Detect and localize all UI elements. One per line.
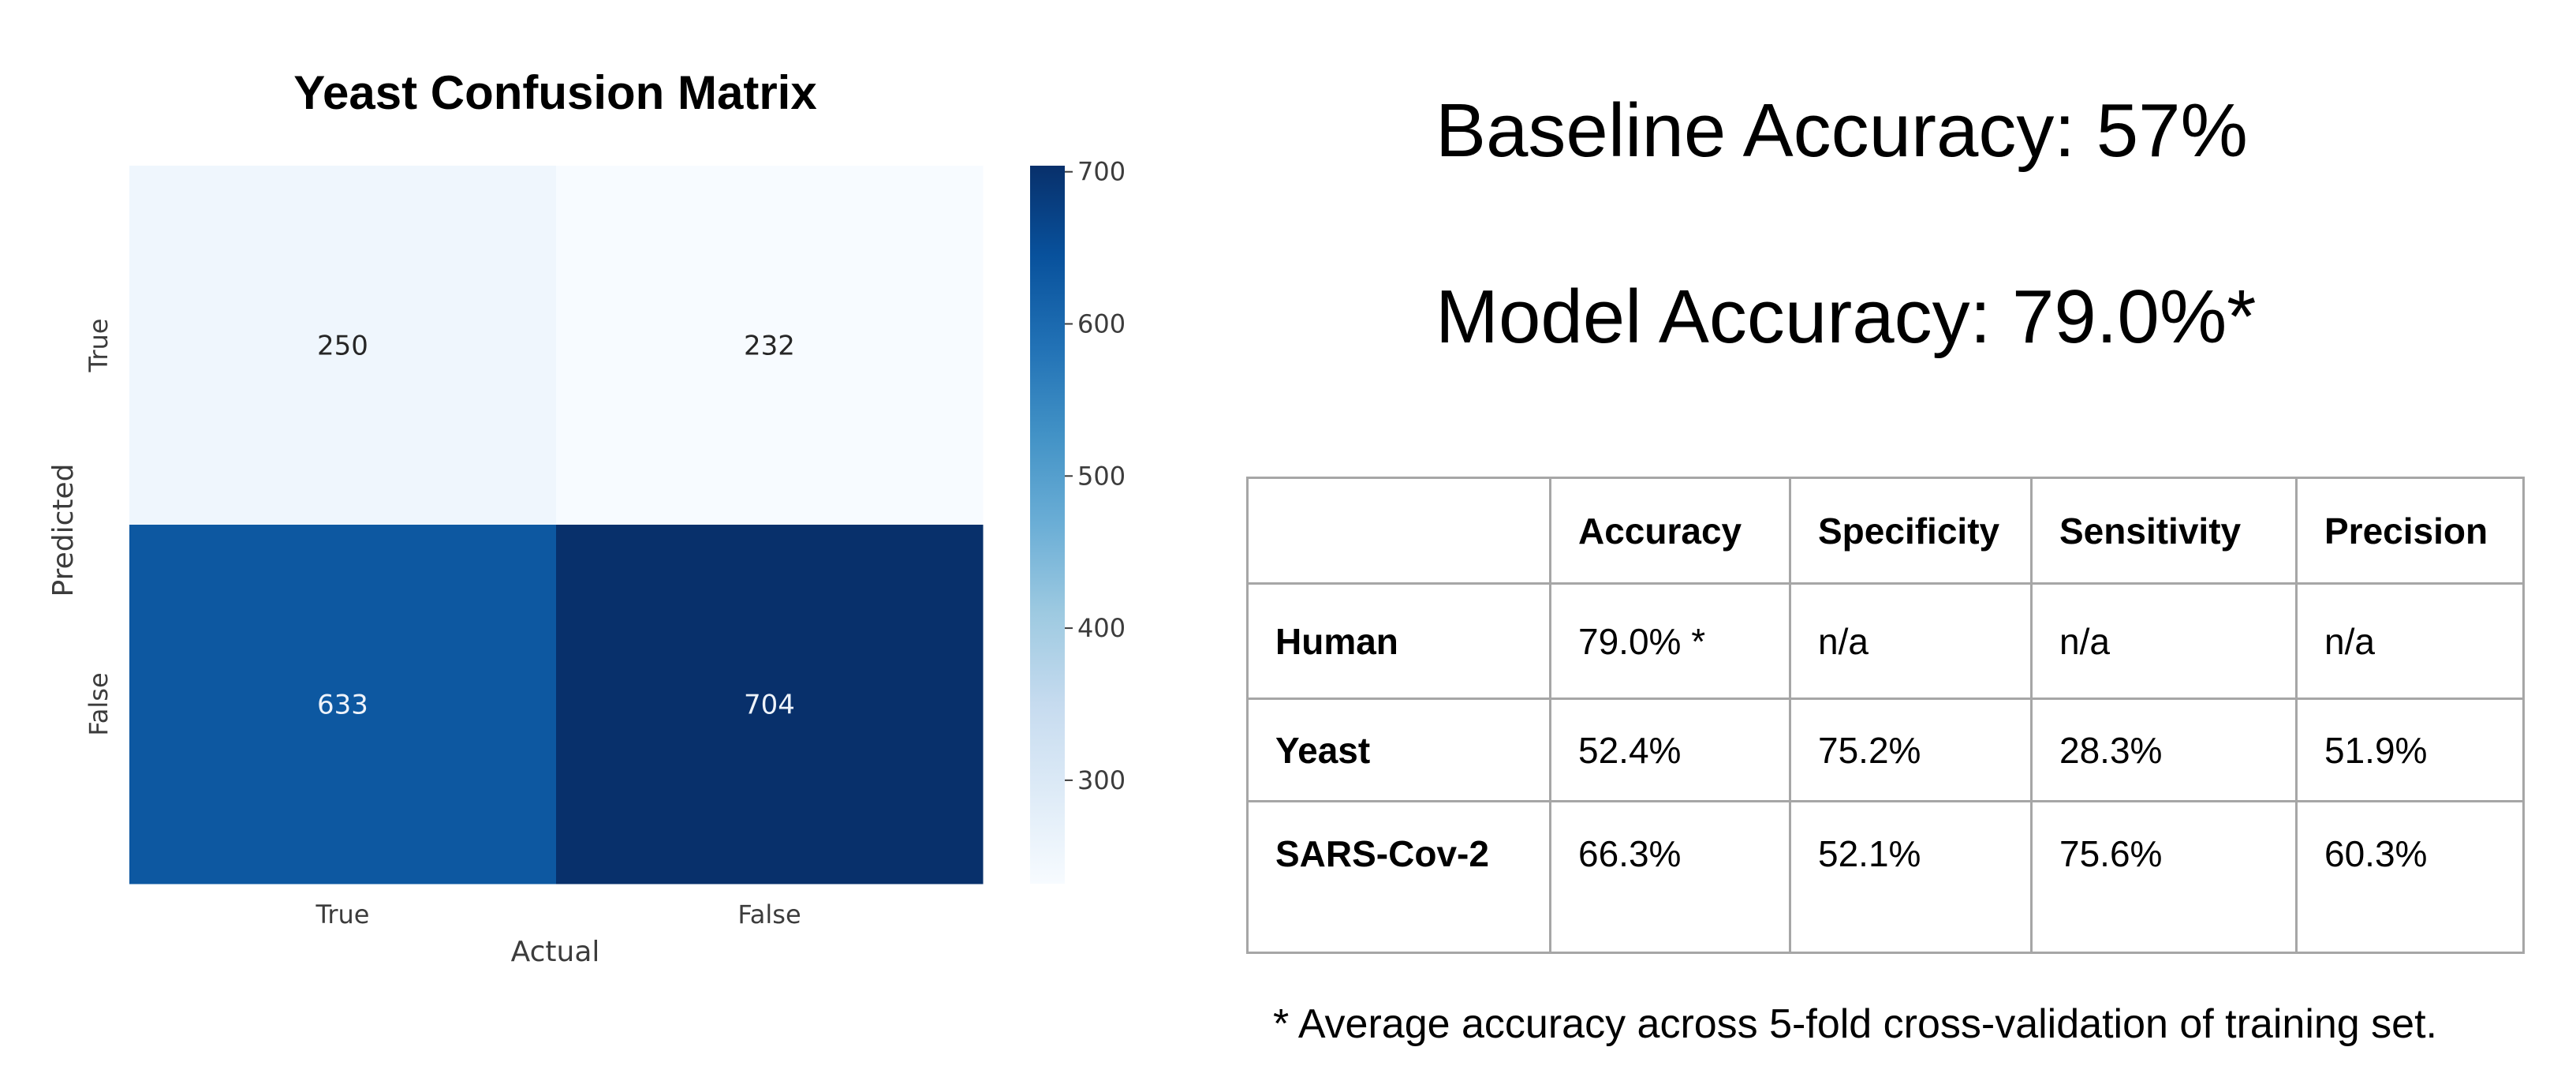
- colorbar: [1030, 166, 1065, 884]
- header-specificity: Specificity: [1789, 477, 2033, 585]
- table-cell: 52.4%: [1549, 697, 1791, 802]
- x-tick-label: True: [315, 899, 370, 929]
- heatmap-cell: [556, 525, 984, 884]
- table-row: Human 79.0% * n/a n/a n/a: [1246, 582, 2525, 700]
- table-cell: n/a: [1789, 582, 2033, 700]
- table-row: SARS-Cov-2 66.3% 52.1% 75.6% 60.3%: [1246, 800, 2525, 954]
- table-header-row: Accuracy Specificity Sensitivity Precisi…: [1246, 477, 2525, 585]
- cell-value-label: 704: [744, 690, 795, 721]
- colorbar-tick-label: 600: [1077, 309, 1126, 339]
- table-cell: 75.6%: [2030, 800, 2298, 954]
- y-axis-label: Predicted: [47, 464, 80, 597]
- heatmap-cells: 250 232 633 704: [129, 166, 984, 884]
- colorbar-tick-label: 400: [1077, 613, 1126, 643]
- table-cell: 75.2%: [1789, 697, 2033, 802]
- cell-value-label: 232: [744, 331, 795, 362]
- table-cell: 66.3%: [1549, 800, 1791, 954]
- colorbar-tick-label: 500: [1077, 461, 1126, 491]
- footnote: * Average accuracy across 5-fold cross-v…: [1273, 1001, 2437, 1047]
- metrics-table: Accuracy Specificity Sensitivity Precisi…: [1246, 477, 2525, 954]
- header-sensitivity: Sensitivity: [2030, 477, 2298, 585]
- y-tick-label: True: [84, 319, 114, 373]
- heatmap-cell: [129, 166, 557, 525]
- header-accuracy: Accuracy: [1549, 477, 1791, 585]
- chart-title: Yeast Confusion Matrix: [293, 66, 816, 119]
- table-cell: 51.9%: [2295, 697, 2525, 802]
- colorbar-tick-label: 700: [1077, 157, 1126, 187]
- x-axis-label: Actual: [511, 936, 600, 968]
- x-tick-label: False: [737, 899, 801, 929]
- confusion-matrix-chart: Yeast Confusion Matrix 250 232 633 704 True…: [47, 66, 1126, 968]
- table-cell: 28.3%: [2030, 697, 2298, 802]
- table-cell: 60.3%: [2295, 800, 2525, 954]
- baseline-accuracy: Baseline Accuracy: 57%: [1435, 88, 2248, 173]
- header-cell-empty: [1246, 477, 1551, 585]
- y-tick-label: False: [84, 672, 114, 735]
- table-cell: n/a: [2030, 582, 2298, 700]
- heatmap-cell: [129, 525, 557, 884]
- cell-value-label: 250: [317, 331, 368, 362]
- row-label-human: Human: [1246, 582, 1551, 700]
- heatmap-cell: [556, 166, 984, 525]
- y-tick-labels: True False: [84, 319, 114, 736]
- row-label-sars-cov-2: SARS-Cov-2: [1246, 800, 1551, 954]
- colorbar-tick-label: 300: [1077, 765, 1126, 795]
- colorbar-ticks: 700 600 500 400 300: [1065, 157, 1126, 795]
- table-row: Yeast 52.4% 75.2% 28.3% 51.9%: [1246, 697, 2525, 802]
- table-cell: 79.0% *: [1549, 582, 1791, 700]
- row-label-yeast: Yeast: [1246, 697, 1551, 802]
- model-accuracy: Model Accuracy: 79.0%*: [1435, 275, 2257, 359]
- table-cell: 52.1%: [1789, 800, 2033, 954]
- table-cell: n/a: [2295, 582, 2525, 700]
- cell-value-label: 633: [317, 690, 368, 721]
- header-precision: Precision: [2295, 477, 2525, 585]
- x-tick-labels: True False: [315, 899, 801, 929]
